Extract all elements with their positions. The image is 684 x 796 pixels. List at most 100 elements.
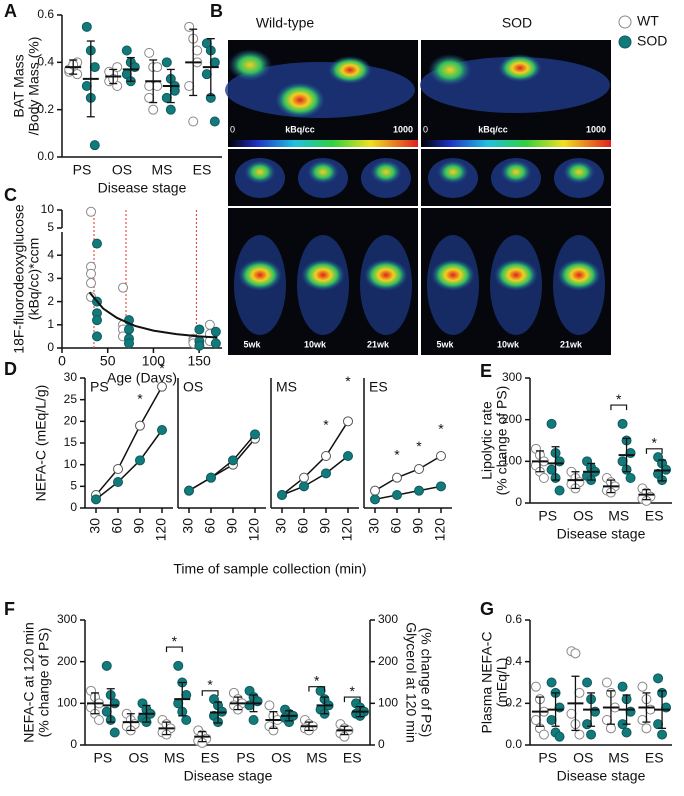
x-tick-label: OS [271, 750, 291, 766]
scan-blob [370, 160, 402, 184]
legend-label: WT [637, 13, 659, 29]
data-point [144, 92, 155, 103]
x-tick-label: 120 [432, 518, 448, 542]
data-point [210, 338, 221, 349]
significance-bracket [165, 646, 183, 653]
data-point [617, 681, 628, 692]
subplot-title: OS [183, 379, 203, 395]
data-point [113, 477, 123, 487]
y-tick-label: 5 [47, 220, 54, 234]
x-tick-label: 60 [388, 518, 404, 534]
y-tick-label: 15 [64, 435, 78, 449]
series-line [374, 455, 442, 492]
significance-label: * [394, 447, 400, 463]
y-tick-label: 4 [47, 247, 54, 261]
y-tick-label: 30 [64, 370, 78, 384]
scale-unit: kBq/cc [478, 124, 508, 134]
data-point [173, 698, 184, 709]
y-tick-label: 100 [502, 454, 522, 468]
week-label: 10wk [497, 339, 520, 349]
data-point [566, 708, 577, 719]
y-tick-label: 100 [57, 696, 77, 710]
x-tick-label: ES [201, 750, 220, 766]
y-axis-label: NEFA-C at 120 min [21, 622, 37, 743]
legend-marker [618, 35, 632, 49]
data-point [264, 700, 275, 711]
scale-max: 1000 [586, 124, 606, 134]
series-line [188, 433, 256, 492]
data-point [206, 472, 216, 483]
data-point [135, 455, 145, 466]
data-point [586, 729, 597, 740]
scale-min: 0 [230, 124, 235, 134]
data-point [112, 62, 123, 73]
significance-bracket [343, 696, 361, 703]
data-point [148, 104, 159, 115]
panel-label: G [480, 599, 494, 619]
subplot-title: MS [276, 379, 297, 395]
y-tick-label: 25 [64, 392, 78, 406]
data-point [554, 731, 565, 742]
data-point [554, 456, 565, 467]
data-point [605, 723, 616, 734]
x-tick-label: 60 [109, 518, 125, 534]
x-tick-label: OS [573, 750, 593, 766]
x-tick-label: OS [573, 508, 593, 524]
x-tick-label: 30 [87, 518, 103, 534]
y-tick-label: 200 [502, 412, 522, 426]
y-axis-label: Lipolytic rate [479, 401, 495, 480]
data-point [653, 673, 664, 684]
x-tick-label: ES [645, 508, 664, 524]
data-point [118, 282, 128, 293]
y-tick-label: 0.4 [37, 55, 54, 69]
data-point [94, 715, 105, 725]
significance-label: * [323, 416, 329, 432]
significance-label: * [172, 633, 178, 649]
x-tick-label: 90 [410, 518, 426, 534]
data-point [92, 315, 102, 326]
data-point [92, 331, 102, 342]
data-point [124, 338, 134, 349]
data-point [436, 451, 446, 461]
data-point [124, 324, 134, 335]
y-tick-label: 0.6 [37, 7, 54, 21]
y-tick-label: 0 [515, 495, 522, 509]
y-axis-label: (% change of PS) [36, 628, 52, 738]
data-point [144, 81, 155, 91]
y-tick-label: 0 [47, 340, 54, 354]
week-label: 10wk [304, 339, 327, 349]
significance-label: * [616, 391, 622, 407]
data-point [121, 45, 132, 56]
panel-label: E [480, 361, 492, 381]
data-point [173, 660, 184, 671]
scale-unit: kBq/cc [285, 124, 315, 134]
series-line [95, 386, 163, 496]
data-point [645, 704, 656, 715]
image-panel: B Wild-type SOD 0 kBq/cc 1000 0 kBq/cc 1… [210, 1, 611, 355]
data-point [299, 481, 309, 492]
series-line [95, 429, 163, 500]
significance-bracket [308, 686, 326, 692]
data-point [113, 464, 123, 474]
x-tick-label: PS [73, 162, 92, 178]
significance-label: * [345, 373, 351, 389]
x-axis-label: Disease stage [98, 180, 187, 196]
data-point [92, 238, 102, 249]
y-axis-label: /Body Mass (%) [26, 37, 42, 136]
x-tick-label: MS [164, 750, 185, 766]
scan-blob [494, 259, 538, 291]
legend: WT SOD [618, 13, 667, 49]
data-point [181, 715, 192, 725]
data-point [625, 448, 636, 458]
scan-blob [428, 54, 472, 86]
x-tick-label: 90 [224, 518, 240, 534]
x-tick-label: 30 [366, 518, 382, 534]
data-point [621, 727, 632, 738]
significance-label: * [314, 672, 320, 688]
scan-blob [238, 259, 282, 291]
data-point [91, 494, 101, 505]
data-point [86, 278, 96, 289]
y-tick-label: 300 [502, 370, 522, 384]
data-point [414, 464, 424, 474]
data-point [370, 485, 380, 496]
